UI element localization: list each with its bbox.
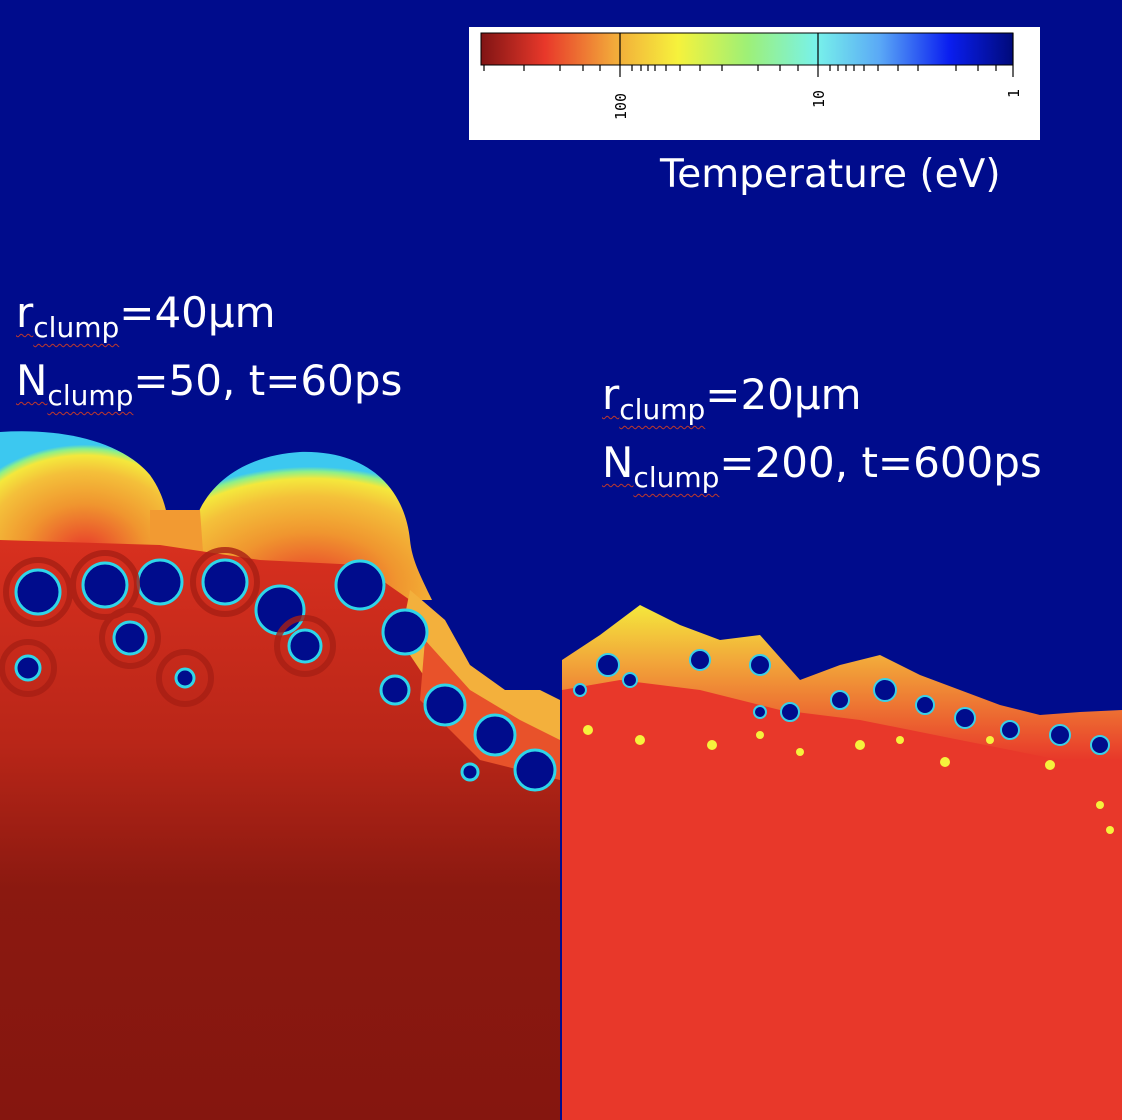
- left-label-radius: rclump=40μm: [16, 288, 276, 344]
- left-panel-plasma: [0, 431, 560, 1120]
- colorbar-tick-1: 1: [1005, 88, 1023, 98]
- right-clumps: [573, 649, 1110, 755]
- right-panel-plasma: [562, 605, 1122, 1120]
- colorbar-tick-10: 10: [810, 89, 828, 108]
- right-warm-spots: [583, 725, 1114, 834]
- right-label-count-time: Nclump=200, t=600ps: [602, 438, 1042, 494]
- colorbar-gradient: [480, 32, 1014, 66]
- colorbar-ticks: [483, 33, 1014, 77]
- left-dome-1: [0, 431, 170, 565]
- left-front: [400, 590, 560, 760]
- left-label-count-time: Nclump=50, t=60ps: [16, 356, 403, 412]
- colorbar-tick-100: 100: [612, 92, 630, 120]
- colorbar-title: Temperature (eV): [660, 152, 1001, 197]
- left-clumps: [14, 558, 557, 792]
- right-label-radius: rclump=20μm: [602, 370, 862, 426]
- right-body: [562, 680, 1122, 1120]
- left-body: [0, 540, 560, 1120]
